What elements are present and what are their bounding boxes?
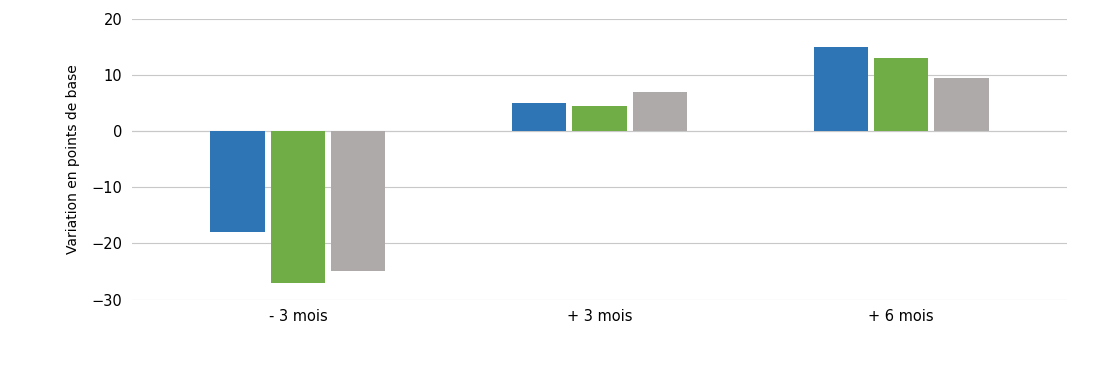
Bar	[632, 92, 688, 131]
Bar	[331, 131, 385, 271]
Bar	[572, 106, 627, 131]
Bar	[512, 103, 566, 131]
Bar	[874, 58, 928, 131]
Bar	[934, 78, 989, 131]
Bar	[814, 47, 868, 131]
Bar	[271, 131, 324, 283]
Y-axis label: Variation en points de base: Variation en points de base	[66, 65, 80, 254]
Bar	[210, 131, 265, 232]
